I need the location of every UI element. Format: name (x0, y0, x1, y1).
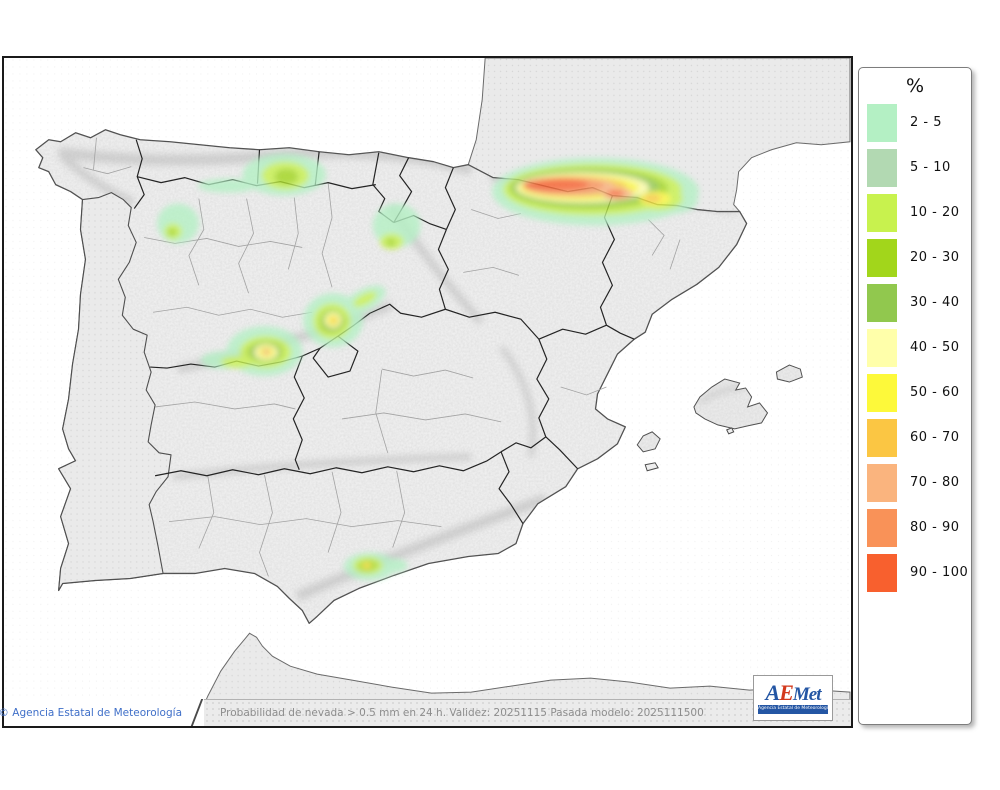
legend-swatch (867, 373, 897, 412)
prob-blob-ancares (157, 203, 199, 244)
legend-swatch (867, 508, 897, 547)
probability-field (157, 153, 699, 581)
legend-swatch (867, 463, 897, 502)
footer-bar: © Agencia Estatal de Meteorología Probab… (0, 699, 851, 726)
legend-row: 2 - 5 (859, 100, 971, 145)
legend-swatch (867, 328, 897, 367)
aemet-wordmark: AEMet (765, 680, 822, 705)
footer-product-section: Probabilidad de nevada > 0.5 mm en 24 h.… (204, 699, 851, 726)
product-info-text: Probabilidad de nevada > 0.5 mm en 24 h.… (220, 707, 704, 719)
prob-blob-pyrenees (492, 157, 699, 226)
legend-row: 60 - 70 (859, 415, 971, 460)
legend-swatch (867, 553, 897, 592)
aemet-letter-e: E (779, 680, 794, 705)
map-frame: © Agencia Estatal de Meteorología Probab… (0, 56, 853, 728)
legend-title: % (905, 75, 925, 97)
prob-blob-cantabrian (197, 153, 327, 196)
footer-divider-slash (190, 699, 204, 726)
legend-label: 70 - 80 (910, 475, 960, 490)
legend-row: 20 - 30 (859, 235, 971, 280)
legend-swatch (867, 238, 897, 277)
copyright-text: © Agencia Estatal de Meteorología (0, 706, 182, 719)
legend-row: 50 - 60 (859, 370, 971, 415)
legend-row: 10 - 20 (859, 190, 971, 235)
legend-row: 5 - 10 (859, 145, 971, 190)
probability-legend: % 2 - 5 5 - 10 10 - 20 20 - 30 30 - 40 4… (858, 67, 972, 725)
legend-label: 40 - 50 (910, 340, 960, 355)
legend-label: 60 - 70 (910, 430, 960, 445)
aemet-letters-met: Met (792, 684, 822, 705)
aemet-letter-a: A (765, 680, 781, 705)
legend-label: 20 - 30 (910, 250, 960, 265)
legend-swatch (867, 418, 897, 457)
prob-blob-guadarrama (303, 285, 386, 348)
legend-label: 30 - 40 (910, 295, 960, 310)
formentera (644, 462, 659, 472)
prob-blob-demanda (372, 203, 421, 250)
legend-swatch (867, 148, 897, 187)
legend-swatch (867, 193, 897, 232)
legend-row: 40 - 50 (859, 325, 971, 370)
aemet-agency-band: Agencia Estatal de Meteorología (758, 705, 828, 714)
prob-blob-gredos (200, 326, 303, 377)
prob-blob-sierra-nevada (343, 552, 408, 581)
legend-row: 80 - 90 (859, 505, 971, 550)
legend-row: 90 - 100 (859, 550, 971, 595)
legend-row: 70 - 80 (859, 460, 971, 505)
iberia-relief-map (4, 58, 851, 726)
aemet-logo: AEMet Agencia Estatal de Meteorología (753, 675, 833, 721)
portugal-landmass (58, 192, 172, 591)
legend-label: 80 - 90 (910, 520, 960, 535)
legend-label: 10 - 20 (910, 205, 960, 220)
legend-label: 50 - 60 (910, 385, 960, 400)
province-borders (83, 137, 681, 577)
footer-copyright-section: © Agencia Estatal de Meteorología (0, 699, 190, 726)
legend-label: 5 - 10 (910, 160, 951, 175)
legend-swatch (867, 103, 897, 142)
legend-label: 2 - 5 (910, 115, 942, 130)
legend-row: 30 - 40 (859, 280, 971, 325)
legend-label: 90 - 100 (910, 565, 969, 580)
cabrera (726, 427, 735, 435)
legend-swatch (867, 283, 897, 322)
